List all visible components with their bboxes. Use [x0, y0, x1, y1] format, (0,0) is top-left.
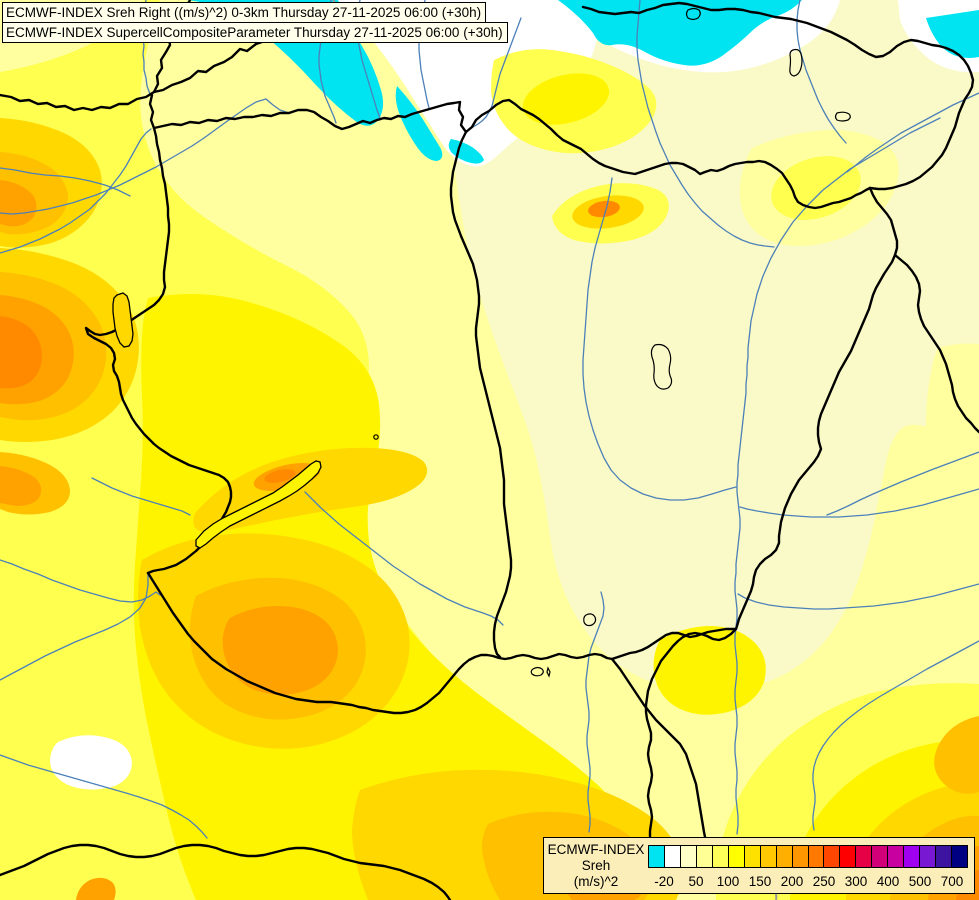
legend-tick: 400 [876, 874, 900, 889]
legend-color-cell [727, 846, 744, 867]
border-hungary-north [152, 98, 872, 210]
legend-tick: 50 [688, 874, 704, 889]
legend-color-cell [823, 846, 840, 867]
legend-tick: -20 [654, 874, 674, 889]
legend-color-cell [791, 846, 808, 867]
legend-color-cell [711, 846, 728, 867]
river-layer [0, 0, 979, 839]
river-raba [0, 98, 287, 215]
legend-label: ECMWF-INDEX Sreh (m/s)^2 [544, 838, 648, 893]
lake-layer [112, 292, 322, 549]
legend-colorbar [648, 845, 968, 868]
legend-color-cell [903, 846, 920, 867]
legend-color-cell [919, 846, 936, 867]
river-danube-thick-south [610, 657, 707, 839]
river-south-danube-channel [585, 591, 605, 833]
legend-color-cell [649, 846, 664, 867]
border-austria-slovakia [148, 93, 156, 130]
river-mura [0, 559, 161, 603]
legend-color-cell [839, 846, 856, 867]
river-koros-2 [826, 451, 979, 516]
river-danube-upper [0, 128, 152, 254]
river-zala [91, 477, 191, 516]
legend-color-cell [871, 846, 888, 867]
map-title-line-2: ECMWF-INDEX SupercellCompositeParameter … [2, 22, 508, 43]
legend-color-cell [663, 846, 680, 867]
river-bottom-left [0, 754, 208, 839]
river-hron [468, 17, 522, 131]
lake-balaton [195, 460, 322, 549]
border-czech-austria [0, 6, 308, 112]
legend-color-cell [807, 846, 824, 867]
legend-color-cell [679, 846, 696, 867]
river-zagyva [582, 177, 737, 501]
legend-color-cell [775, 846, 792, 867]
legend-color-cell [887, 846, 904, 867]
river-marcal [0, 167, 131, 197]
scp-contour-layer [373, 7, 851, 678]
color-legend: ECMWF-INDEX Sreh (m/s)^2 -20 50 100 150 200 2… [543, 837, 975, 894]
legend-label-unit: (m/s)^2 [573, 873, 619, 889]
legend-label-parameter: Sreh [581, 857, 611, 873]
border-sava [0, 843, 452, 900]
legend-tick: 250 [812, 874, 836, 889]
legend-tick: 500 [908, 874, 932, 889]
border-east-chain [644, 186, 899, 839]
legend-color-cell [951, 846, 968, 867]
legend-color-cell [935, 846, 952, 867]
border-romania-spur [893, 253, 979, 434]
river-drava-upper [0, 572, 149, 681]
legend-tick: 300 [844, 874, 868, 889]
legend-tick: 200 [780, 874, 804, 889]
legend-tick: 100 [716, 874, 740, 889]
river-bodrog [846, 92, 979, 173]
river-koros-1 [739, 488, 979, 518]
lake-neusiedl [112, 292, 134, 348]
river-maros [737, 583, 979, 610]
legend-color-cell [743, 846, 760, 867]
legend-tick-labels: -20 50 100 150 200 250 300 400 500 700 [648, 871, 968, 891]
river-ondava [796, 0, 847, 144]
legend-tick: 700 [940, 874, 964, 889]
legend-tick: 150 [748, 874, 772, 889]
legend-color-cell [695, 846, 712, 867]
legend-color-cell [855, 846, 872, 867]
legend-label-model: ECMWF-INDEX [547, 841, 645, 857]
river-sio [304, 491, 504, 626]
river-danube-thick [449, 130, 513, 659]
river-serbia [812, 640, 979, 831]
map-title-line-1: ECMWF-INDEX Sreh Right ((m/s)^2) 0-3km T… [2, 2, 487, 23]
legend-color-cell [759, 846, 776, 867]
border-top-right-chain [581, 1, 975, 191]
border-south-chain [146, 571, 738, 715]
river-hernad [636, 0, 775, 248]
